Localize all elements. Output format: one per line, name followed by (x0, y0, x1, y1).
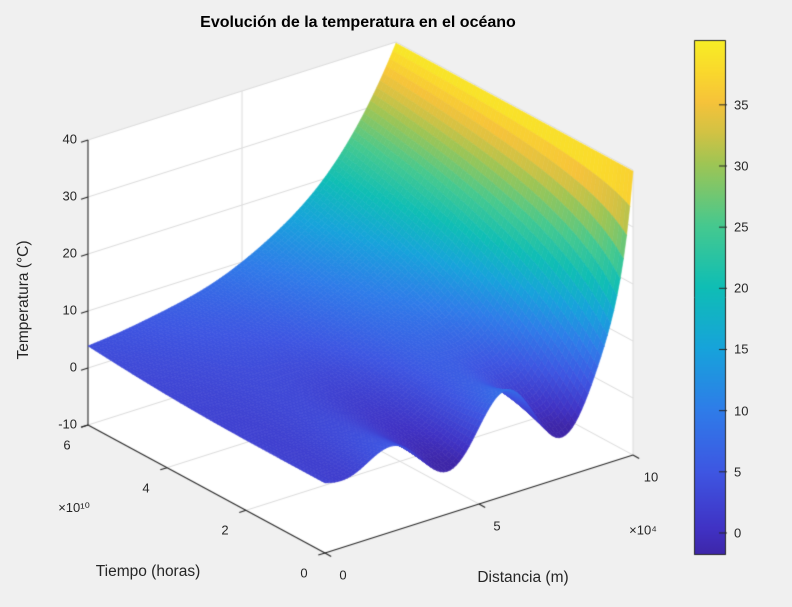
y-axis-label: Tiempo (horas) (95, 563, 201, 580)
z-tick-label: -10 (58, 416, 77, 432)
z-axis-label: Temperatura (°C) (15, 240, 32, 360)
x-tick-label: 10 (643, 469, 659, 485)
y-tick-label: 4 (142, 480, 150, 496)
y-tick-label: 0 (300, 565, 308, 581)
x-tick-label: 5 (493, 518, 501, 534)
z-tick-label: 0 (69, 359, 77, 375)
y-tick-label: 2 (221, 522, 229, 538)
z-tick-label: 40 (62, 131, 77, 147)
x-tick-label: 0 (339, 567, 347, 583)
x-axis-label: Distancia (m) (477, 569, 569, 586)
chart-title: Evolución de la temperatura en el océano (200, 14, 516, 31)
colorbar-tick-label: 0 (734, 525, 742, 541)
colorbar-tick-label: 25 (734, 219, 749, 235)
z-tick-label: 10 (62, 302, 77, 318)
colorbar-tick-label: 5 (734, 464, 742, 480)
colorbar-tick-label: 30 (734, 158, 749, 174)
colorbar-tick-label: 10 (734, 403, 749, 419)
y-axis-exponent: ×10¹⁰ (58, 500, 90, 515)
colorbar-tick-label: 35 (734, 97, 749, 113)
colorbar-tick-label: 15 (734, 341, 749, 357)
x-axis-exponent: ×10⁴ (629, 522, 657, 538)
colorbar-tick-label: 20 (734, 280, 749, 296)
z-tick-label: 20 (62, 245, 77, 261)
y-tick-label: 6 (63, 437, 71, 453)
z-tick-label: 30 (62, 188, 77, 204)
